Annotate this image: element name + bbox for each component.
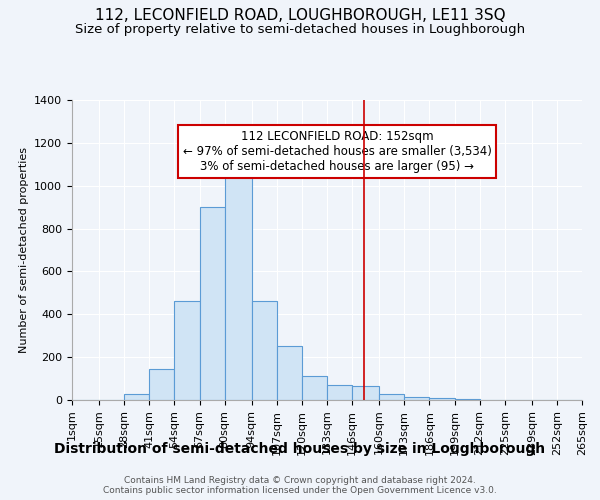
- Y-axis label: Number of semi-detached properties: Number of semi-detached properties: [19, 147, 29, 353]
- Bar: [302, 376, 327, 400]
- Bar: [379, 394, 404, 400]
- Bar: [175, 301, 199, 400]
- Text: Contains HM Land Registry data © Crown copyright and database right 2024.
Contai: Contains HM Land Registry data © Crown c…: [103, 476, 497, 495]
- Text: 112, LECONFIELD ROAD, LOUGHBOROUGH, LE11 3SQ: 112, LECONFIELD ROAD, LOUGHBOROUGH, LE11…: [95, 8, 505, 22]
- Bar: [149, 369, 175, 400]
- Text: 112 LECONFIELD ROAD: 152sqm
← 97% of semi-detached houses are smaller (3,534)
3%: 112 LECONFIELD ROAD: 152sqm ← 97% of sem…: [183, 130, 491, 173]
- Bar: [251, 301, 277, 400]
- Bar: [277, 346, 302, 400]
- Text: Distribution of semi-detached houses by size in Loughborough: Distribution of semi-detached houses by …: [55, 442, 545, 456]
- Bar: [327, 385, 352, 400]
- Bar: [124, 394, 149, 400]
- Text: Size of property relative to semi-detached houses in Loughborough: Size of property relative to semi-detach…: [75, 22, 525, 36]
- Bar: [455, 399, 479, 400]
- Bar: [199, 207, 224, 400]
- Bar: [224, 164, 251, 400]
- Bar: [352, 386, 379, 400]
- Bar: [430, 398, 455, 400]
- Bar: [404, 397, 430, 400]
